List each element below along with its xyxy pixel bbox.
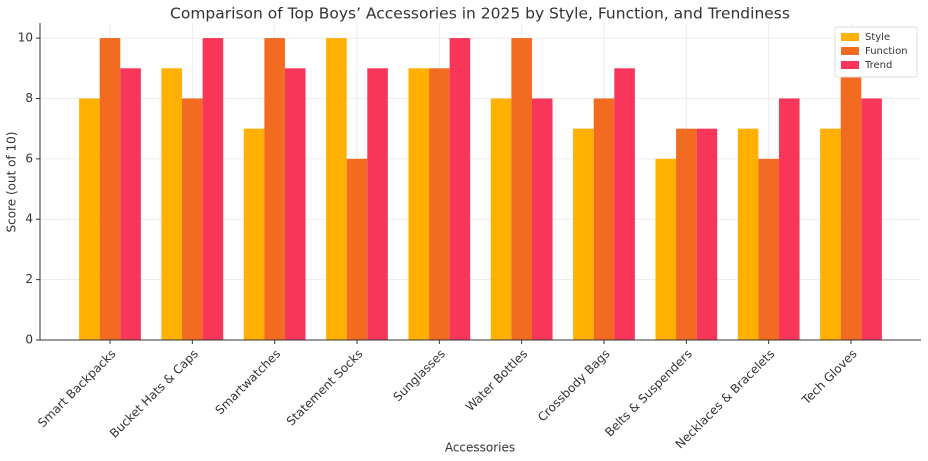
x-tick-label: Tech Gloves <box>799 347 860 408</box>
bar <box>408 68 430 341</box>
bar <box>531 98 553 340</box>
bar <box>861 98 882 340</box>
y-tick-label: 8 <box>25 91 33 105</box>
bar <box>840 68 862 341</box>
bar <box>820 128 841 340</box>
bar <box>243 128 265 340</box>
x-axis-label: Accessories <box>445 441 515 455</box>
bar <box>614 68 635 341</box>
y-tick-label: 4 <box>25 212 33 226</box>
x-tick-label: Smartwatches <box>213 347 284 418</box>
bar <box>161 68 183 341</box>
bar <box>490 98 512 340</box>
bar <box>449 38 471 340</box>
bar <box>79 98 100 340</box>
bar <box>120 68 141 341</box>
bar <box>99 38 121 340</box>
x-tick-label: Water Bottles <box>463 347 530 414</box>
bar <box>593 98 615 340</box>
x-tick-label: Sunglasses <box>390 347 447 404</box>
x-tick-label: Belts & Suspenders <box>602 347 695 440</box>
bar <box>676 128 697 340</box>
bar <box>737 128 759 340</box>
bar <box>367 68 388 341</box>
bar <box>326 38 347 340</box>
bar <box>696 128 718 340</box>
bar <box>264 38 285 340</box>
bar <box>284 68 306 341</box>
y-tick-label: 0 <box>25 333 33 347</box>
bar <box>429 68 450 341</box>
x-tick-label: Crossbody Bags <box>535 347 613 425</box>
y-tick-label: 10 <box>18 31 33 45</box>
legend-swatch <box>841 47 859 55</box>
x-tick-label: Smart Backpacks <box>35 347 118 430</box>
bar <box>778 98 800 340</box>
bar <box>511 38 532 340</box>
y-tick-label: 2 <box>25 272 33 286</box>
legend-label: Style <box>865 32 890 43</box>
bar <box>346 158 368 340</box>
bar <box>758 158 779 340</box>
x-tick-label: Bucket Hats & Caps <box>107 347 201 441</box>
legend-swatch <box>841 61 859 69</box>
legend-swatch <box>841 33 859 41</box>
y-axis-label: Score (out of 10) <box>5 132 19 233</box>
bar <box>655 158 677 340</box>
legend-label: Function <box>865 46 908 57</box>
x-tick-label: Statement Socks <box>284 347 366 429</box>
bar <box>202 38 224 340</box>
y-tick-label: 6 <box>25 151 33 165</box>
bar <box>573 128 594 340</box>
bar <box>182 98 203 340</box>
legend-label: Trend <box>864 60 892 71</box>
chart-title: Comparison of Top Boys’ Accessories in 2… <box>170 5 790 23</box>
